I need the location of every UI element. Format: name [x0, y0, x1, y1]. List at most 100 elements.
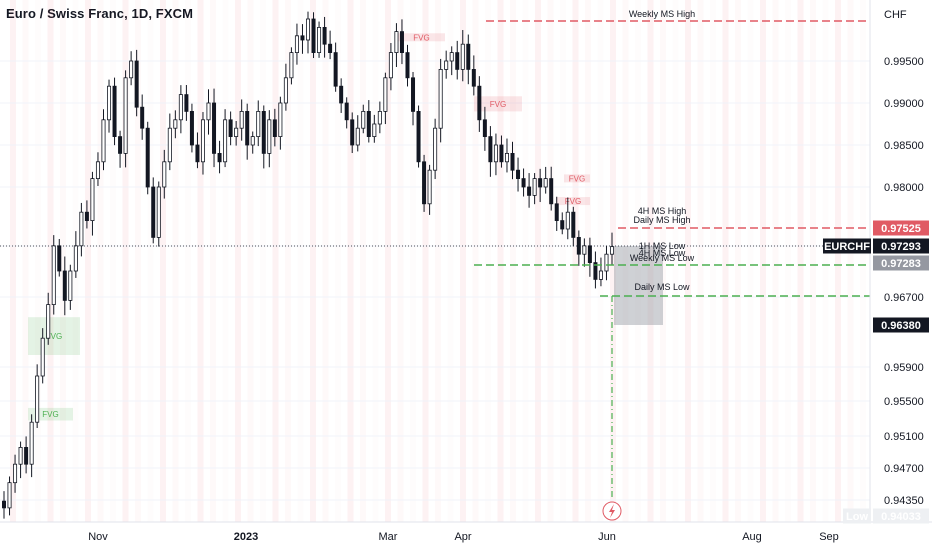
fvg-label: FVG: [413, 33, 429, 42]
y-tick-label: 0.99000: [884, 98, 924, 110]
time-axis[interactable]: Nov 2023 Mar Apr Jun Aug Sep: [0, 521, 932, 543]
candle-body: [344, 102, 349, 121]
candle-body: [283, 77, 288, 104]
session-band: [535, 0, 541, 522]
projection-box: [614, 246, 663, 325]
candle-body: [560, 220, 565, 230]
session-band: [485, 0, 491, 522]
candle-body: [311, 18, 316, 53]
level-label: 4H MS Low: [639, 248, 686, 258]
candle-body: [394, 31, 399, 54]
session-band: [10, 0, 16, 522]
candle-body: [422, 161, 427, 205]
candle-body: [405, 52, 410, 79]
fvg-zone: [398, 33, 445, 42]
price-tag-label: EURCHF: [824, 241, 870, 253]
candle-body: [532, 178, 537, 196]
session-band: [247, 0, 254, 522]
session-band: [22, 0, 29, 522]
price-tag-label-box: [823, 238, 871, 254]
candle-body: [427, 169, 432, 205]
candle-body: [162, 161, 167, 188]
session-band: [697, 0, 704, 522]
session-band: [85, 0, 91, 522]
candle-body: [189, 111, 194, 146]
y-tick-label: 0.95500: [884, 396, 924, 408]
candle-body: [29, 421, 34, 465]
candle-body: [543, 178, 548, 188]
x-tick-label: 2023: [234, 531, 258, 543]
session-band: [110, 0, 116, 522]
candle-body: [206, 102, 211, 121]
price-tag-label-box: [843, 508, 871, 524]
candle-body: [256, 111, 261, 138]
candle-body: [493, 144, 498, 163]
candle-body: [300, 35, 305, 41]
fvg-label: FVG: [565, 197, 581, 206]
candle-body: [549, 178, 554, 205]
candle-body: [554, 203, 559, 222]
session-band: [298, 0, 304, 522]
candle-body: [40, 337, 45, 377]
fvg-zone: [474, 96, 522, 112]
price-tags: 0.97525 0.97293 EURCHF 0.97283 0.96380 0.9403…: [823, 220, 929, 524]
candle-body: [383, 77, 388, 112]
session-band: [448, 0, 454, 522]
session-background: [10, 0, 854, 522]
x-tick-label: Nov: [88, 531, 108, 543]
price-tag-value: 0.97293: [881, 241, 921, 253]
session-band: [385, 0, 391, 522]
price-tag: [873, 238, 929, 254]
candle-body: [444, 60, 449, 70]
session-band: [197, 0, 204, 522]
candle-body: [68, 270, 73, 301]
candle-body: [449, 52, 454, 62]
candle-body: [587, 245, 592, 264]
candle-body: [477, 85, 482, 121]
candle-body: [328, 43, 333, 54]
candle-body: [95, 161, 100, 180]
session-band: [722, 0, 729, 522]
candle-body: [576, 236, 581, 255]
candle-body: [57, 245, 62, 272]
session-band: [347, 0, 354, 522]
session-band: [523, 0, 529, 522]
fvg-label: FVG: [46, 332, 62, 341]
session-band: [310, 0, 316, 522]
candle-body: [278, 102, 283, 137]
session-band: [122, 0, 129, 522]
session-band: [422, 0, 429, 522]
session-band: [460, 0, 466, 522]
fvg-zone: [564, 174, 590, 183]
fvg-zone: [28, 407, 73, 421]
price-axis[interactable]: 0.995000.990000.985000.980000.977000.967…: [869, 0, 924, 522]
candle-body: [250, 136, 255, 146]
session-band: [785, 0, 791, 522]
candle-body: [140, 106, 145, 129]
candle-body: [272, 119, 277, 138]
session-band: [622, 0, 629, 522]
candle-body: [593, 262, 598, 280]
price-tag-value: 0.94033: [881, 511, 921, 523]
session-band: [647, 0, 654, 522]
session-band: [847, 0, 854, 522]
candle-body: [610, 246, 615, 255]
session-band: [397, 0, 404, 522]
candle-body: [118, 136, 123, 154]
candle-body: [305, 18, 310, 41]
candle-body: [361, 111, 366, 129]
candle-body: [195, 144, 200, 163]
candle-body: [582, 245, 587, 255]
candle-body: [516, 169, 521, 179]
candle-body: [217, 152, 222, 163]
level-label: Daily MS High: [633, 215, 690, 225]
fvg-zone: [556, 197, 590, 206]
lightning-icon[interactable]: [602, 501, 622, 521]
candle-body: [416, 111, 421, 163]
candle-body: [482, 119, 487, 138]
candle-body: [173, 119, 178, 129]
session-band: [760, 0, 766, 522]
candle-body: [510, 152, 515, 171]
